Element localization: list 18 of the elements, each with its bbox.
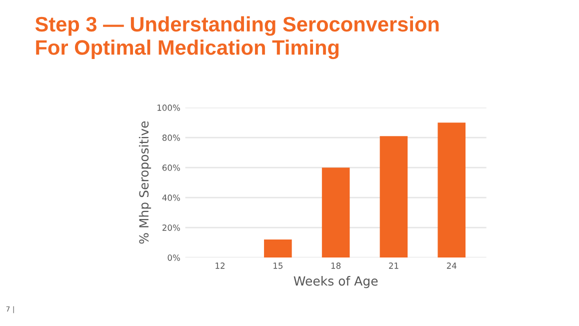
x-tick-label: 12 (216, 262, 224, 269)
bar (322, 168, 350, 258)
x-tick-label: 15 (274, 262, 282, 269)
y-tick-label: 80% (162, 134, 180, 141)
y-tick-label: 100% (158, 104, 180, 111)
y-tick-label: 60% (162, 164, 180, 171)
bar (380, 136, 408, 258)
x-axis-title: Weeks of Age (294, 276, 378, 288)
bar (264, 240, 292, 258)
bar (438, 122, 466, 258)
y-tick-label: 0% (168, 254, 180, 261)
x-tick-label: 18 (331, 262, 341, 269)
y-tick-label: 40% (162, 194, 180, 201)
x-tick-label: 24 (446, 262, 456, 269)
chart-title: Step 3 — Understanding Seroconversion For Optimal Medication Timing (35, 16, 439, 60)
x-tick-label: 21 (389, 262, 398, 269)
y-axis-title: % Mhp Seropositive (138, 121, 152, 244)
y-tick-label: 20% (162, 224, 180, 231)
